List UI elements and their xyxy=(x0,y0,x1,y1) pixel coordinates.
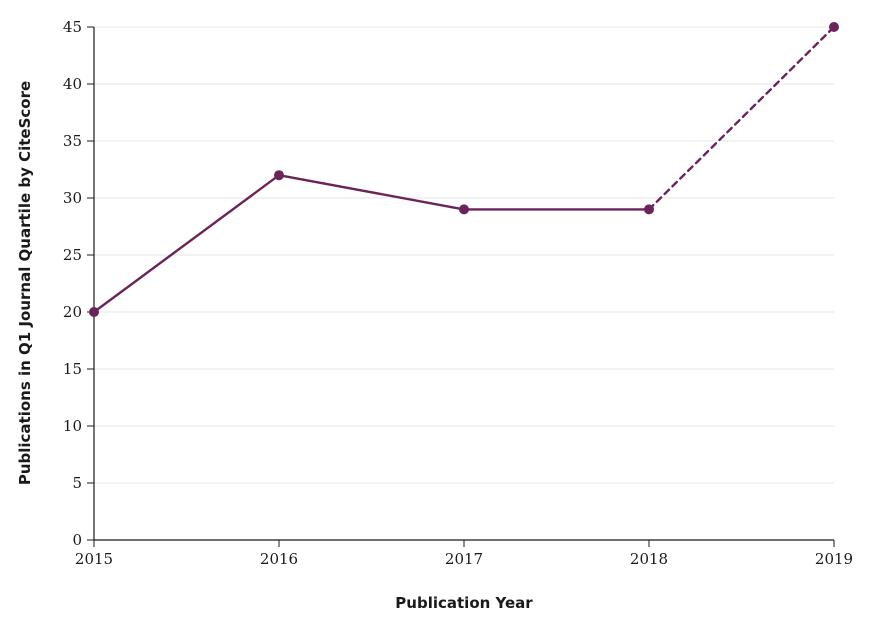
x-tick-label: 2017 xyxy=(445,550,483,568)
x-axis-title: Publication Year xyxy=(395,594,533,612)
y-tick-label: 30 xyxy=(63,189,82,207)
y-tick-label: 45 xyxy=(63,18,82,36)
data-point xyxy=(459,204,469,215)
axes xyxy=(87,26,835,547)
gridlines xyxy=(94,26,834,484)
y-tick-label: 25 xyxy=(63,246,82,264)
series-lines xyxy=(92,25,836,314)
series-segment xyxy=(92,173,281,314)
y-tick-label: 20 xyxy=(63,303,82,321)
y-axis-title: Publications in Q1 Journal Quartile by C… xyxy=(16,81,34,485)
series-segment-dashed xyxy=(647,25,836,211)
data-point xyxy=(829,22,839,32)
y-tick-label: 15 xyxy=(63,360,82,378)
tick-labels: 0 5 10 15 20 25 30 35 40 45 2015 2016 2017 2018 2019 xyxy=(63,18,853,568)
data-points xyxy=(89,22,839,317)
y-tick-label: 40 xyxy=(63,75,82,93)
data-point xyxy=(89,307,99,317)
y-tick-label: 5 xyxy=(72,474,82,492)
x-tick-label: 2018 xyxy=(630,550,668,568)
x-tick-label: 2019 xyxy=(815,550,853,568)
y-tick-label: 0 xyxy=(72,531,82,549)
series-segment xyxy=(277,173,466,211)
data-point xyxy=(274,170,284,181)
x-tick-label: 2016 xyxy=(260,550,298,568)
data-point xyxy=(644,204,654,215)
y-tick-label: 35 xyxy=(63,132,82,150)
x-tick-label: 2015 xyxy=(75,550,113,568)
y-tick-label: 10 xyxy=(63,417,82,435)
